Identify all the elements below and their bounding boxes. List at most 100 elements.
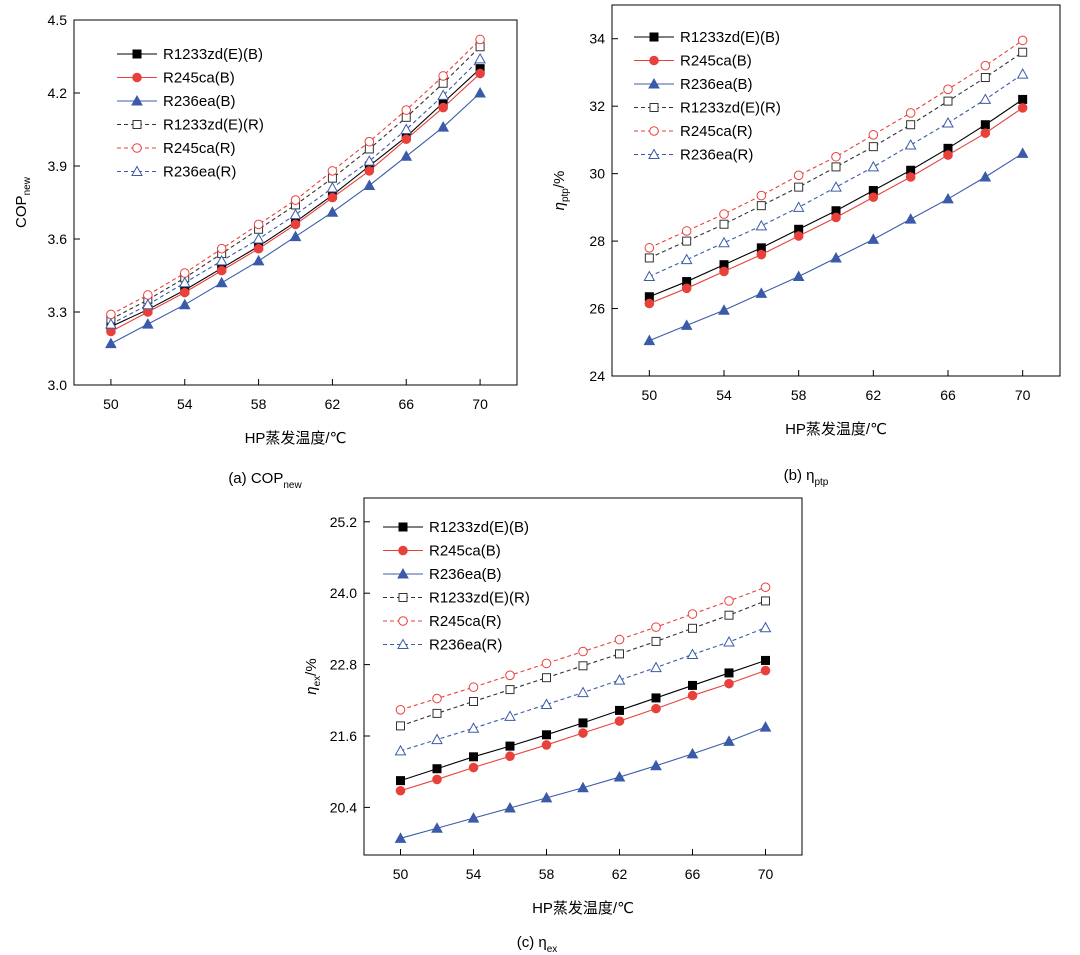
- x-axis-label: HP蒸发温度/℃: [245, 430, 347, 447]
- data-point: [475, 68, 485, 79]
- series-R1233zd(E)(R): [396, 596, 770, 731]
- legend-label: R245ca(B): [429, 543, 501, 560]
- legend-marker: [132, 72, 142, 83]
- data-point: [141, 298, 154, 310]
- data-point: [644, 253, 654, 263]
- data-point: [474, 86, 486, 98]
- data-point: [431, 822, 443, 833]
- data-point: [614, 716, 625, 726]
- data-point: [438, 102, 448, 113]
- data-point: [760, 582, 771, 593]
- data-point: [682, 236, 692, 246]
- data-point: [755, 219, 768, 231]
- data-point: [1018, 47, 1028, 57]
- data-point: [680, 253, 693, 265]
- series-R1233zd(E)(B): [396, 655, 770, 786]
- series-R245ca(R): [644, 35, 1028, 253]
- legend-label: R1233zd(E)(R): [163, 117, 264, 134]
- y-axis-label-suffix: /%: [551, 171, 568, 189]
- data-point: [756, 190, 767, 201]
- data-point: [395, 785, 406, 796]
- legend-label: R236ea(R): [429, 637, 502, 654]
- data-point: [215, 276, 228, 288]
- legend-label: R236ea(B): [680, 76, 753, 93]
- legend-marker: [648, 148, 660, 159]
- x-tick-label: 58: [539, 866, 555, 882]
- data-point: [980, 120, 990, 130]
- data-point: [980, 60, 991, 71]
- series-R236ea(R): [643, 68, 1029, 282]
- x-tick-label: 58: [791, 387, 807, 403]
- y-axis-label-main: η: [551, 202, 568, 210]
- caption-main: (c) η: [517, 934, 547, 951]
- x-tick-label: 54: [177, 396, 193, 412]
- x-tick-label: 62: [325, 396, 341, 412]
- y-axis-label-main: η: [303, 686, 320, 694]
- y-tick-label: 21.6: [330, 728, 357, 744]
- data-point: [253, 219, 264, 230]
- data-point: [643, 334, 656, 346]
- series-R236ea(B): [105, 86, 486, 349]
- data-point: [1018, 94, 1028, 104]
- data-point: [905, 108, 916, 118]
- data-point: [724, 596, 734, 606]
- y-tick-label: 30: [589, 166, 605, 182]
- data-point: [724, 678, 734, 689]
- data-point: [756, 201, 766, 211]
- legend: R1233zd(E)(B) R245ca(B) R236ea(B) R1233zd(E…: [117, 46, 264, 181]
- legend: R1233zd(E)(B) R245ca(B) R236ea(B) R1233zd(E…: [634, 29, 781, 164]
- legend-marker: [649, 55, 659, 66]
- data-point: [868, 130, 879, 140]
- x-tick-label: 50: [103, 396, 119, 412]
- series-R236ea(B): [394, 721, 772, 843]
- data-point: [578, 661, 588, 671]
- data-point: [178, 298, 191, 310]
- legend-label: R245ca(R): [680, 123, 753, 140]
- data-point: [686, 648, 699, 659]
- legend-label: R1233zd(E)(B): [680, 29, 780, 46]
- caption: (b) ηptp: [784, 467, 829, 488]
- x-axis-label: HP蒸发温度/℃: [532, 900, 634, 917]
- data-point: [252, 254, 265, 266]
- x-tick-label: 66: [685, 866, 701, 882]
- data-point: [504, 710, 516, 721]
- x-tick-label: 62: [866, 387, 882, 403]
- x-axis-label: HP蒸发温度/℃: [785, 421, 887, 438]
- x-tick-label: 70: [758, 866, 774, 882]
- data-point: [540, 791, 553, 803]
- data-point: [363, 155, 376, 166]
- legend-marker: [397, 638, 409, 649]
- y-tick-label: 34: [589, 31, 605, 47]
- data-point: [395, 705, 406, 715]
- data-point: [215, 254, 228, 266]
- series-R236ea(R): [105, 52, 486, 329]
- data-point: [831, 151, 841, 162]
- chart-b: 50 54 58 62 66 70242628303234HP蒸发温度/℃ηptp/%R1…: [551, 4, 1061, 488]
- data-point: [396, 721, 405, 731]
- data-point: [615, 705, 624, 715]
- data-point: [1017, 35, 1028, 46]
- data-point: [980, 128, 991, 138]
- data-point: [327, 166, 338, 176]
- legend-label: R236ea(B): [429, 566, 502, 583]
- data-point: [179, 287, 190, 298]
- series-R245ca(B): [395, 665, 771, 796]
- legend-marker: [131, 94, 143, 106]
- series-line: [649, 73, 1023, 278]
- data-point: [793, 170, 804, 181]
- series-R245ca(B): [644, 103, 1028, 309]
- legend-label: R1233zd(E)(R): [429, 590, 530, 607]
- data-point: [577, 686, 589, 698]
- plot-frame: [363, 497, 803, 856]
- data-point: [651, 622, 661, 632]
- legend-marker: [398, 616, 408, 626]
- data-point: [942, 192, 954, 204]
- data-point: [401, 134, 412, 145]
- data-point: [759, 721, 772, 732]
- caption-main: (a) COP: [228, 470, 283, 487]
- data-point: [505, 670, 515, 681]
- legend-label: R1233zd(E)(R): [680, 100, 781, 117]
- y-tick-label: 20.4: [330, 799, 357, 815]
- data-point: [906, 120, 916, 130]
- series-R236ea(B): [643, 147, 1029, 346]
